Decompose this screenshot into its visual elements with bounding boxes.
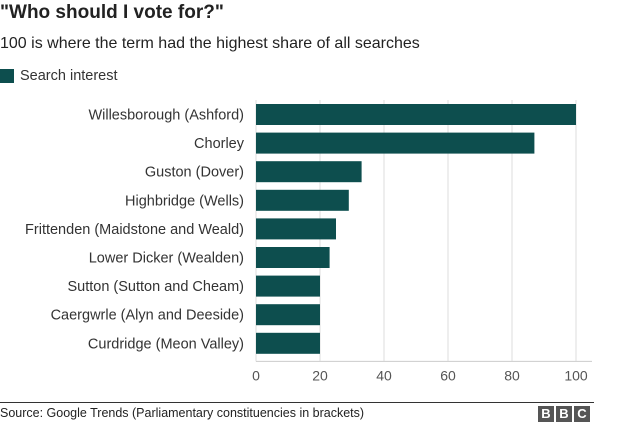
category-label: Caergwrle (Alyn and Deeside) [51, 308, 244, 324]
bar [256, 189, 349, 211]
tick-label: 40 [376, 367, 392, 383]
bar [256, 218, 336, 240]
tick-label: 20 [312, 367, 328, 383]
category-label: Chorley [194, 136, 245, 152]
source-note: Source: Google Trends (Parliamentary con… [0, 406, 365, 420]
legend: Search interest [0, 68, 118, 84]
category-label: Guston (Dover) [145, 165, 244, 181]
bar [256, 275, 320, 297]
category-label: Curdridge (Meon Valley) [88, 336, 244, 352]
logo-letter: B [556, 406, 572, 422]
bar [256, 161, 362, 183]
category-label: Highbridge (Wells) [125, 193, 244, 209]
category-label: Frittenden (Maidstone and Weald) [25, 222, 244, 238]
bar [256, 132, 535, 154]
category-label: Sutton (Sutton and Cheam) [67, 279, 244, 295]
category-label: Willesborough (Ashford) [88, 108, 244, 124]
bar [256, 332, 320, 354]
tick-label: 60 [440, 367, 456, 383]
tick-label: 80 [504, 367, 520, 383]
logo-letter: B [538, 406, 554, 422]
bar [256, 304, 320, 326]
legend-label: Search interest [20, 68, 118, 84]
legend-swatch [0, 69, 14, 83]
tick-label: 0 [252, 367, 260, 383]
chart-subtitle: 100 is where the term had the highest sh… [0, 35, 420, 52]
category-label: Lower Dicker (Wealden) [89, 251, 244, 267]
chart-title: "Who should I vote for?" [0, 2, 224, 23]
bar [256, 247, 330, 268]
logo-letter: C [574, 406, 590, 422]
bar [256, 104, 576, 125]
footer-divider [0, 402, 594, 403]
tick-label: 100 [564, 367, 588, 383]
